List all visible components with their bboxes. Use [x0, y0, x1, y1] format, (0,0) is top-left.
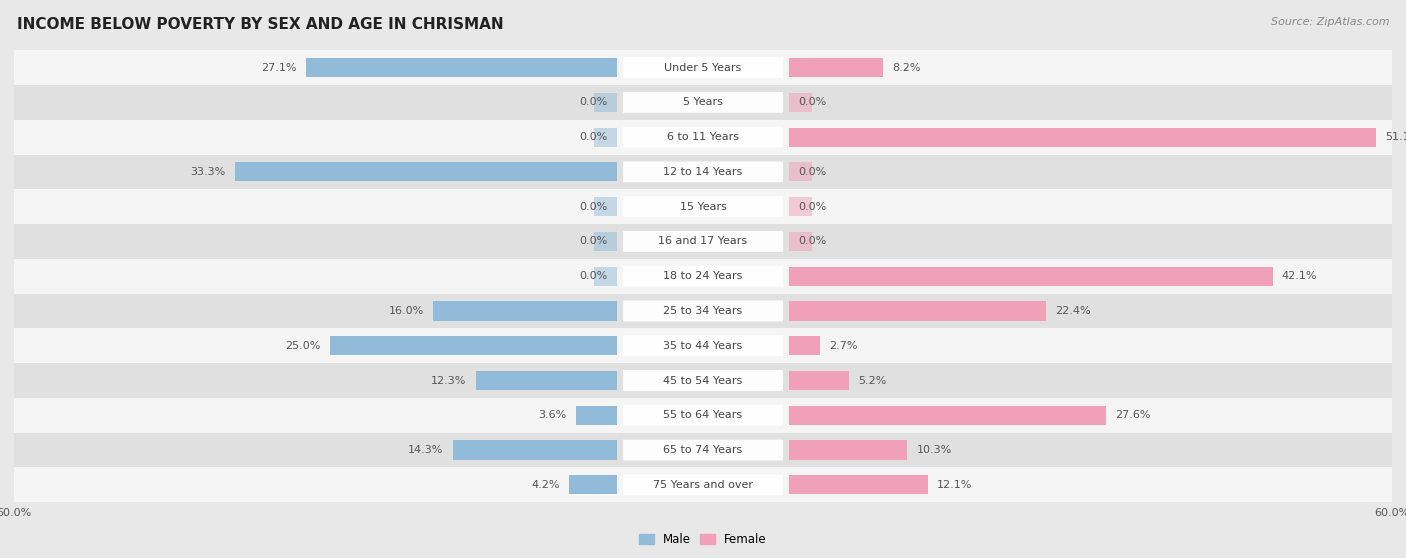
- Text: 0.0%: 0.0%: [579, 201, 607, 211]
- FancyBboxPatch shape: [623, 440, 783, 460]
- Text: 22.4%: 22.4%: [1056, 306, 1091, 316]
- Text: 6 to 11 Years: 6 to 11 Years: [666, 132, 740, 142]
- Text: 45 to 54 Years: 45 to 54 Years: [664, 376, 742, 386]
- FancyBboxPatch shape: [14, 398, 1392, 432]
- FancyBboxPatch shape: [14, 259, 1392, 294]
- Text: 15 Years: 15 Years: [679, 201, 727, 211]
- FancyBboxPatch shape: [14, 468, 1392, 502]
- Text: 5 Years: 5 Years: [683, 98, 723, 107]
- Text: 5.2%: 5.2%: [858, 376, 886, 386]
- FancyBboxPatch shape: [623, 92, 783, 113]
- Bar: [330, 336, 617, 355]
- Text: 16.0%: 16.0%: [388, 306, 425, 316]
- Bar: [575, 406, 617, 425]
- Text: 0.0%: 0.0%: [799, 237, 827, 247]
- Bar: [789, 440, 907, 460]
- FancyBboxPatch shape: [14, 363, 1392, 398]
- Bar: [789, 475, 928, 494]
- Text: 0.0%: 0.0%: [799, 98, 827, 107]
- Legend: Male, Female: Male, Female: [634, 528, 772, 551]
- FancyBboxPatch shape: [14, 155, 1392, 189]
- FancyBboxPatch shape: [14, 120, 1392, 155]
- Bar: [789, 58, 883, 77]
- Text: 12.3%: 12.3%: [432, 376, 467, 386]
- Bar: [568, 475, 617, 494]
- Text: 25.0%: 25.0%: [285, 341, 321, 351]
- Bar: [789, 93, 813, 112]
- Bar: [593, 128, 617, 147]
- Text: 27.6%: 27.6%: [1115, 410, 1150, 420]
- Text: 16 and 17 Years: 16 and 17 Years: [658, 237, 748, 247]
- FancyBboxPatch shape: [14, 328, 1392, 363]
- FancyBboxPatch shape: [623, 266, 783, 287]
- Text: 0.0%: 0.0%: [579, 98, 607, 107]
- FancyBboxPatch shape: [14, 224, 1392, 259]
- FancyBboxPatch shape: [14, 50, 1392, 85]
- Bar: [789, 267, 1272, 286]
- Text: 42.1%: 42.1%: [1282, 271, 1317, 281]
- Text: 0.0%: 0.0%: [579, 271, 607, 281]
- Bar: [453, 440, 617, 460]
- FancyBboxPatch shape: [14, 85, 1392, 120]
- Bar: [789, 371, 849, 390]
- Text: 25 to 34 Years: 25 to 34 Years: [664, 306, 742, 316]
- Text: 65 to 74 Years: 65 to 74 Years: [664, 445, 742, 455]
- FancyBboxPatch shape: [623, 474, 783, 496]
- Text: 55 to 64 Years: 55 to 64 Years: [664, 410, 742, 420]
- Bar: [475, 371, 617, 390]
- Bar: [235, 162, 617, 181]
- FancyBboxPatch shape: [14, 294, 1392, 328]
- Text: 12 to 14 Years: 12 to 14 Years: [664, 167, 742, 177]
- FancyBboxPatch shape: [14, 189, 1392, 224]
- Bar: [789, 406, 1107, 425]
- FancyBboxPatch shape: [623, 335, 783, 356]
- Bar: [789, 336, 820, 355]
- Bar: [593, 93, 617, 112]
- Bar: [789, 162, 813, 181]
- FancyBboxPatch shape: [623, 231, 783, 252]
- Text: 33.3%: 33.3%: [190, 167, 225, 177]
- Text: 2.7%: 2.7%: [830, 341, 858, 351]
- FancyBboxPatch shape: [623, 301, 783, 321]
- Text: Under 5 Years: Under 5 Years: [665, 62, 741, 73]
- Text: 0.0%: 0.0%: [579, 237, 607, 247]
- Text: Source: ZipAtlas.com: Source: ZipAtlas.com: [1271, 17, 1389, 27]
- Text: 12.1%: 12.1%: [938, 480, 973, 490]
- Text: 0.0%: 0.0%: [799, 167, 827, 177]
- Text: 75 Years and over: 75 Years and over: [652, 480, 754, 490]
- Bar: [789, 232, 813, 251]
- Text: 14.3%: 14.3%: [408, 445, 443, 455]
- Bar: [593, 267, 617, 286]
- FancyBboxPatch shape: [623, 127, 783, 147]
- Text: 27.1%: 27.1%: [262, 62, 297, 73]
- Text: 0.0%: 0.0%: [799, 201, 827, 211]
- Bar: [593, 232, 617, 251]
- Bar: [789, 301, 1046, 320]
- FancyBboxPatch shape: [623, 57, 783, 78]
- Text: 10.3%: 10.3%: [917, 445, 952, 455]
- Bar: [305, 58, 617, 77]
- Text: 0.0%: 0.0%: [579, 132, 607, 142]
- Text: INCOME BELOW POVERTY BY SEX AND AGE IN CHRISMAN: INCOME BELOW POVERTY BY SEX AND AGE IN C…: [17, 17, 503, 32]
- Text: 3.6%: 3.6%: [538, 410, 567, 420]
- FancyBboxPatch shape: [623, 161, 783, 182]
- Text: 4.2%: 4.2%: [531, 480, 560, 490]
- FancyBboxPatch shape: [14, 432, 1392, 468]
- Text: 18 to 24 Years: 18 to 24 Years: [664, 271, 742, 281]
- FancyBboxPatch shape: [623, 196, 783, 217]
- Text: 51.1%: 51.1%: [1385, 132, 1406, 142]
- FancyBboxPatch shape: [623, 370, 783, 391]
- FancyBboxPatch shape: [623, 405, 783, 426]
- Bar: [789, 128, 1376, 147]
- Text: 35 to 44 Years: 35 to 44 Years: [664, 341, 742, 351]
- Bar: [433, 301, 617, 320]
- Bar: [789, 197, 813, 217]
- Bar: [593, 197, 617, 217]
- Text: 8.2%: 8.2%: [893, 62, 921, 73]
